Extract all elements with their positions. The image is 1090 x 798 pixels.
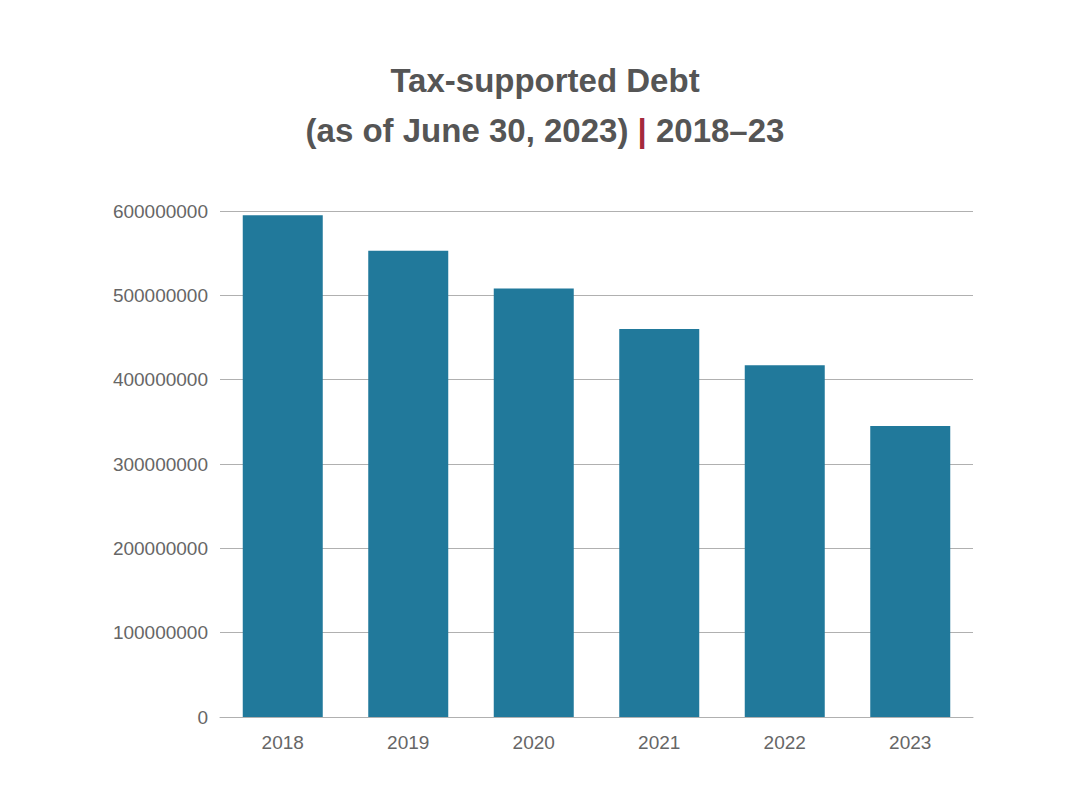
svg-text:Tax-supported Debt: Tax-supported Debt xyxy=(390,62,699,99)
svg-text:2018: 2018 xyxy=(262,732,304,753)
svg-text:(as of June 30, 2023): (as of June 30, 2023) xyxy=(306,112,638,149)
svg-text:0: 0 xyxy=(197,707,208,728)
svg-text:200000000: 200000000 xyxy=(113,538,208,559)
svg-text:400000000: 400000000 xyxy=(113,369,208,390)
svg-text:500000000: 500000000 xyxy=(113,285,208,306)
svg-text:2021: 2021 xyxy=(638,732,680,753)
svg-text:2020: 2020 xyxy=(513,732,555,753)
svg-text:2022: 2022 xyxy=(764,732,806,753)
svg-text:100000000: 100000000 xyxy=(113,622,208,643)
svg-text:600000000: 600000000 xyxy=(113,201,208,222)
svg-text:300000000: 300000000 xyxy=(113,454,208,475)
svg-text:2019: 2019 xyxy=(387,732,429,753)
svg-text:2018–23: 2018–23 xyxy=(647,112,785,149)
svg-text:2023: 2023 xyxy=(889,732,931,753)
svg-text:|: | xyxy=(638,112,647,149)
